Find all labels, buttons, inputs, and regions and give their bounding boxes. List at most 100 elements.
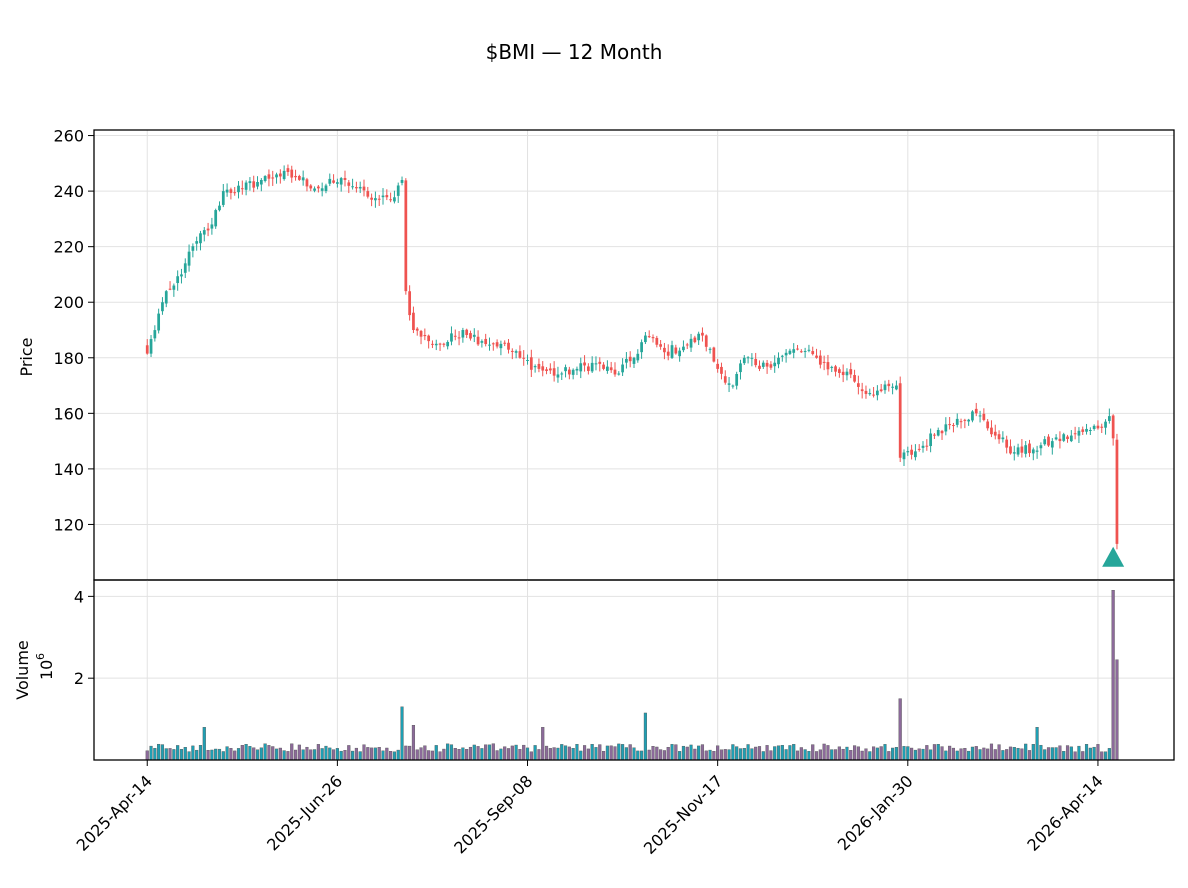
candle-body (145, 345, 149, 354)
volume-bar (891, 747, 895, 761)
candle-body (438, 343, 442, 345)
candle-body (286, 168, 290, 172)
candle-body (351, 186, 354, 188)
candle-body (423, 335, 427, 337)
candle-body (796, 348, 799, 350)
volume-bar (860, 750, 864, 761)
volume-bar (666, 746, 670, 761)
candle-body (788, 350, 792, 354)
volume-bar (259, 747, 263, 761)
volume-bar (1024, 743, 1028, 761)
volume-bar (643, 712, 647, 761)
volume-bar (757, 746, 762, 761)
candle-body (853, 375, 856, 382)
candle-body (172, 285, 176, 290)
volume-bar (480, 748, 484, 761)
volume-bar (647, 749, 651, 761)
volume-bar (453, 748, 457, 761)
volume-bar (1103, 751, 1108, 761)
volume-bar (168, 748, 172, 761)
volume-bar (145, 750, 149, 761)
candle-body (571, 369, 575, 375)
candle-body (244, 182, 248, 190)
volume-bar (986, 748, 990, 761)
volume-bar (552, 747, 556, 761)
candle-body (301, 177, 305, 181)
candle-body (491, 343, 495, 345)
candle-body (256, 181, 259, 187)
candle-body (347, 182, 351, 186)
volume-bar (852, 745, 857, 761)
volume-bar (731, 744, 735, 761)
candle-body (872, 394, 875, 396)
volume-bar (434, 745, 438, 761)
candle-body (484, 338, 488, 345)
candle-body (742, 357, 746, 364)
volume-bar (332, 749, 336, 761)
candle-body (887, 383, 891, 387)
volume-bar (506, 748, 511, 761)
candle-body (415, 328, 419, 331)
candle-body (777, 357, 780, 365)
volume-bar (670, 744, 674, 761)
volume-bar (864, 748, 868, 761)
volume-bar (195, 749, 199, 761)
candle-body (294, 175, 297, 178)
volume-bar (674, 744, 678, 761)
volume-bar (1115, 659, 1119, 761)
candle-body (651, 337, 655, 339)
volume-bar (320, 748, 324, 761)
volume-bar (263, 743, 267, 761)
candle-body (221, 191, 225, 205)
volume-bar (1065, 745, 1070, 761)
candle-body (845, 371, 849, 376)
candle-body (921, 445, 925, 448)
volume-bar (396, 749, 400, 761)
volume-bar (799, 747, 803, 761)
volume-bar (366, 747, 370, 761)
volume-bar (153, 748, 157, 761)
candle-body (495, 342, 499, 347)
volume-bar (225, 746, 229, 761)
volume-bar (898, 698, 902, 761)
candle-body (971, 411, 974, 421)
candle-body (240, 188, 244, 190)
volume-bar (423, 745, 427, 761)
volume-tick-label: 2 (74, 669, 84, 688)
volume-bar (457, 749, 461, 761)
candle-body (507, 342, 510, 350)
candle-body (362, 186, 366, 191)
candle-body (959, 421, 963, 423)
volume-bar (571, 748, 575, 761)
volume-bar (997, 744, 1001, 761)
volume-bar (697, 745, 701, 761)
candle-body (446, 342, 450, 347)
candle-body (339, 178, 343, 185)
volume-bar (1043, 749, 1047, 761)
candle-body (180, 274, 183, 277)
volume-bar (252, 747, 256, 761)
candle-body (164, 291, 168, 304)
candle-body (518, 351, 522, 358)
volume-bar (807, 751, 811, 761)
candle-body (940, 430, 944, 434)
volume-bar (267, 745, 271, 761)
candle-body (320, 188, 324, 191)
volume-bar (811, 744, 815, 761)
volume-bar (685, 746, 689, 761)
volume-bar (1081, 751, 1085, 761)
candle-body (780, 355, 784, 357)
candle-body (1012, 452, 1016, 454)
volume-bar (598, 744, 602, 761)
volume-bar (1031, 744, 1035, 761)
candle-body (161, 302, 164, 312)
x-tick-label: 2026-Jan-30 (834, 771, 917, 854)
volume-bar (221, 751, 225, 761)
volume-panel: 24 Volume 10 6 (13, 579, 1175, 761)
candle-body (332, 180, 335, 183)
volume-bar (290, 743, 294, 761)
volume-bar (229, 748, 233, 761)
volume-bar (522, 744, 526, 761)
volume-bar (776, 745, 781, 761)
candle-body (526, 360, 529, 362)
